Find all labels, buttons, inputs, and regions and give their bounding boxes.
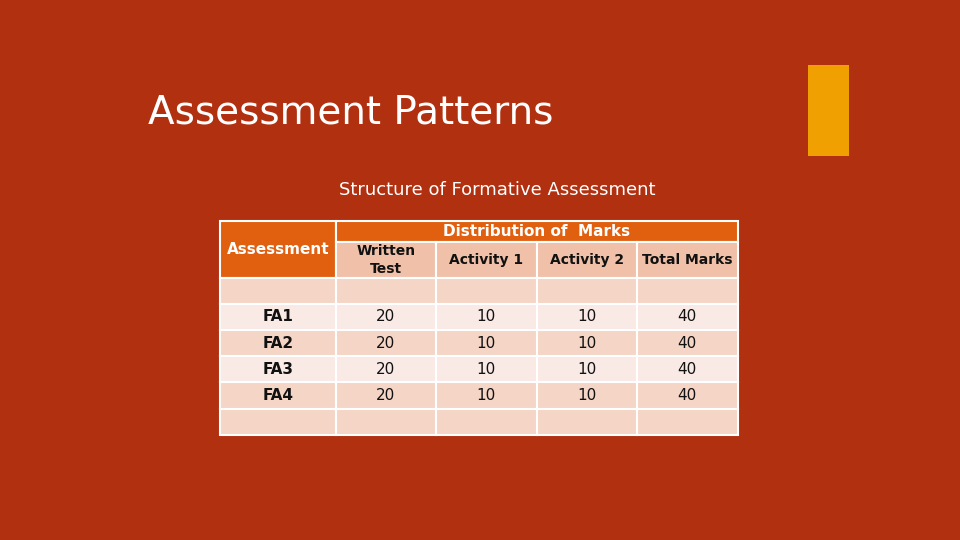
Text: FA3: FA3 bbox=[263, 362, 294, 377]
Bar bbox=[436, 356, 537, 382]
Text: Activity 2: Activity 2 bbox=[550, 253, 624, 267]
Bar bbox=[336, 409, 436, 435]
Text: FA2: FA2 bbox=[262, 336, 294, 350]
Bar bbox=[637, 356, 737, 382]
Bar bbox=[637, 304, 737, 330]
Text: 10: 10 bbox=[577, 309, 596, 325]
Bar bbox=[436, 304, 537, 330]
Bar bbox=[537, 304, 637, 330]
Text: 20: 20 bbox=[376, 336, 396, 350]
Text: Total Marks: Total Marks bbox=[642, 253, 732, 267]
Text: 10: 10 bbox=[577, 362, 596, 377]
Bar bbox=[537, 278, 637, 304]
Text: 40: 40 bbox=[678, 388, 697, 403]
Text: FA1: FA1 bbox=[263, 309, 294, 325]
Bar bbox=[537, 330, 637, 356]
Text: Distribution of  Marks: Distribution of Marks bbox=[444, 224, 630, 239]
Text: 10: 10 bbox=[577, 388, 596, 403]
Text: Activity 1: Activity 1 bbox=[449, 253, 523, 267]
Text: Structure of Formative Assessment: Structure of Formative Assessment bbox=[340, 181, 656, 199]
Bar bbox=[637, 330, 737, 356]
Bar bbox=[808, 65, 850, 156]
Text: Written
Test: Written Test bbox=[356, 244, 416, 276]
Text: 40: 40 bbox=[678, 362, 697, 377]
Bar bbox=[336, 221, 737, 242]
Bar bbox=[221, 330, 336, 356]
Bar bbox=[221, 221, 336, 278]
Bar bbox=[637, 278, 737, 304]
Text: 40: 40 bbox=[678, 336, 697, 350]
Text: 20: 20 bbox=[376, 362, 396, 377]
Bar bbox=[336, 242, 436, 278]
Bar bbox=[221, 278, 336, 304]
Bar bbox=[436, 382, 537, 409]
Bar bbox=[221, 382, 336, 409]
Text: 40: 40 bbox=[678, 309, 697, 325]
Bar bbox=[537, 409, 637, 435]
Bar bbox=[436, 242, 537, 278]
Text: FA4: FA4 bbox=[263, 388, 294, 403]
Text: Assessment Patterns: Assessment Patterns bbox=[148, 94, 554, 132]
Bar bbox=[336, 278, 436, 304]
Text: 10: 10 bbox=[477, 309, 496, 325]
Bar bbox=[336, 382, 436, 409]
Bar bbox=[221, 304, 336, 330]
Bar bbox=[637, 242, 737, 278]
Bar bbox=[436, 409, 537, 435]
Bar bbox=[537, 356, 637, 382]
Text: 20: 20 bbox=[376, 388, 396, 403]
Bar bbox=[336, 304, 436, 330]
Bar bbox=[436, 330, 537, 356]
Text: Assessment: Assessment bbox=[227, 242, 329, 256]
Bar bbox=[637, 382, 737, 409]
Text: 10: 10 bbox=[477, 362, 496, 377]
Text: 10: 10 bbox=[477, 336, 496, 350]
Bar bbox=[336, 330, 436, 356]
Bar bbox=[637, 409, 737, 435]
Text: 10: 10 bbox=[477, 388, 496, 403]
Text: 10: 10 bbox=[577, 336, 596, 350]
Bar bbox=[221, 356, 336, 382]
Text: 20: 20 bbox=[376, 309, 396, 325]
Bar bbox=[336, 356, 436, 382]
Bar bbox=[221, 409, 336, 435]
Bar bbox=[537, 242, 637, 278]
Bar bbox=[537, 382, 637, 409]
Bar bbox=[436, 278, 537, 304]
